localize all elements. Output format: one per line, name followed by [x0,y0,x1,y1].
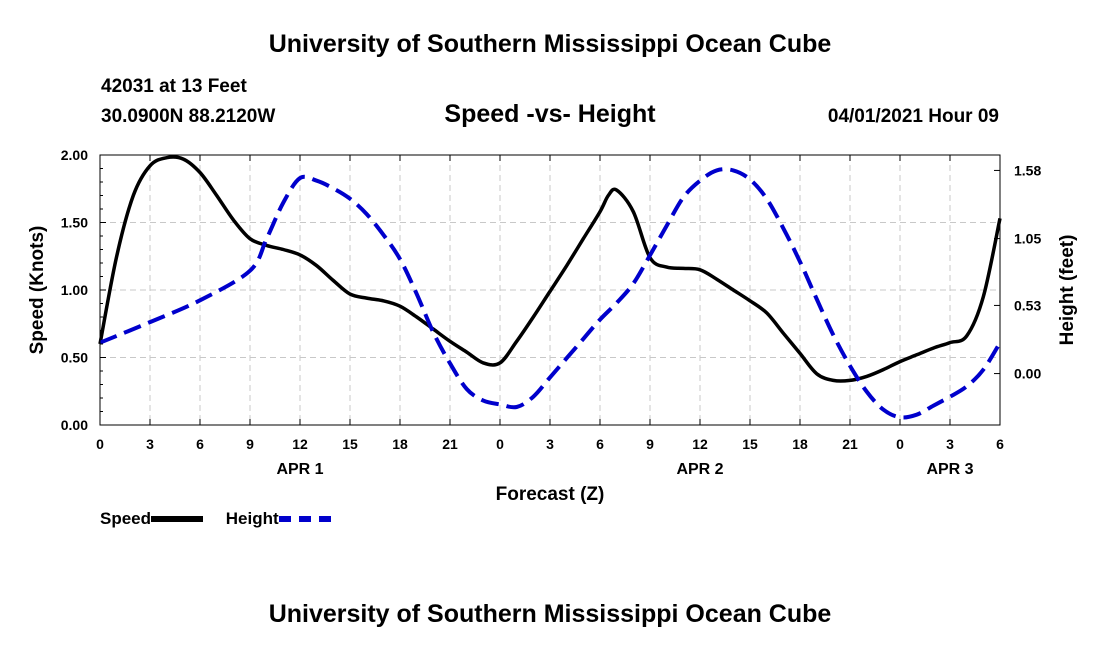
top-title: University of Southern Mississippi Ocean… [268,30,832,58]
axis-layer: 0 3 6 9 12 15 18 21 0 3 6 9 12 15 18 21 0 3 6 APR 1 APR 2 APR… [61,147,1042,478]
x-tick-label: 21 [442,436,458,452]
x-tick-label: 18 [792,436,808,452]
legend-speed-label: Speed [100,509,152,528]
y-tick-label: 0.50 [61,350,88,366]
series-layer [98,155,1002,420]
x-tick-label: 6 [596,436,604,452]
x-tick-label: 3 [146,436,154,452]
x-tick-label: 6 [996,436,1004,452]
x-tick-label: 6 [196,436,204,452]
x-tick-label: 9 [246,436,254,452]
series-height-line [99,167,1002,420]
x-tick-label: 0 [96,436,104,452]
y-tick-label: 0.00 [61,417,88,433]
day-label: APR 1 [276,461,323,478]
y2-tick-label: 1.58 [1014,162,1041,178]
series-speed-line [98,155,1002,383]
legend: Speed Height [100,509,349,529]
x-tick-label: 15 [342,436,358,452]
x-tick-label: 12 [292,436,308,452]
y2-axis-label: Height (feet) [1057,235,1078,346]
y-tick-label: 1.00 [61,282,88,298]
plot-title: Speed -vs- Height [444,100,656,128]
grid-lines [100,155,1000,425]
y2-tick-label: 0.53 [1014,297,1041,313]
day-label: APR 2 [676,461,723,478]
day-label: APR 3 [926,461,973,478]
y-tick-label: 2.00 [61,147,88,163]
legend-item-speed: Speed [100,509,204,529]
x-tick-label: 9 [646,436,654,452]
forecast-date-hour: 04/01/2021 Hour 09 [827,106,999,127]
legend-speed-swatch [151,516,204,522]
y2-tick-label: 0.00 [1014,366,1041,382]
y-tick-label: 1.50 [61,215,88,231]
legend-height-label: Height [225,509,279,528]
bottom-title: University of Southern Mississippi Ocean… [268,600,832,628]
legend-height-swatch [278,516,331,522]
x-tick-label: 0 [896,436,904,452]
x-tick-label: 18 [392,436,408,452]
x-tick-label: 3 [546,436,554,452]
station-id: 42031 at 13 Feet [101,76,247,97]
x-tick-label: 12 [692,436,708,452]
x-tick-label: 21 [842,436,858,452]
x-tick-label: 3 [946,436,954,452]
x-tick-label: 0 [496,436,504,452]
x-tick-label: 15 [742,436,758,452]
x-axis-label: Forecast (Z) [496,484,605,505]
y-axis-label: Speed (Knots) [27,226,48,355]
legend-item-height: Height [226,509,331,529]
y2-tick-label: 1.05 [1014,231,1041,247]
station-coordinates: 30.0900N 88.2120W [101,106,276,127]
